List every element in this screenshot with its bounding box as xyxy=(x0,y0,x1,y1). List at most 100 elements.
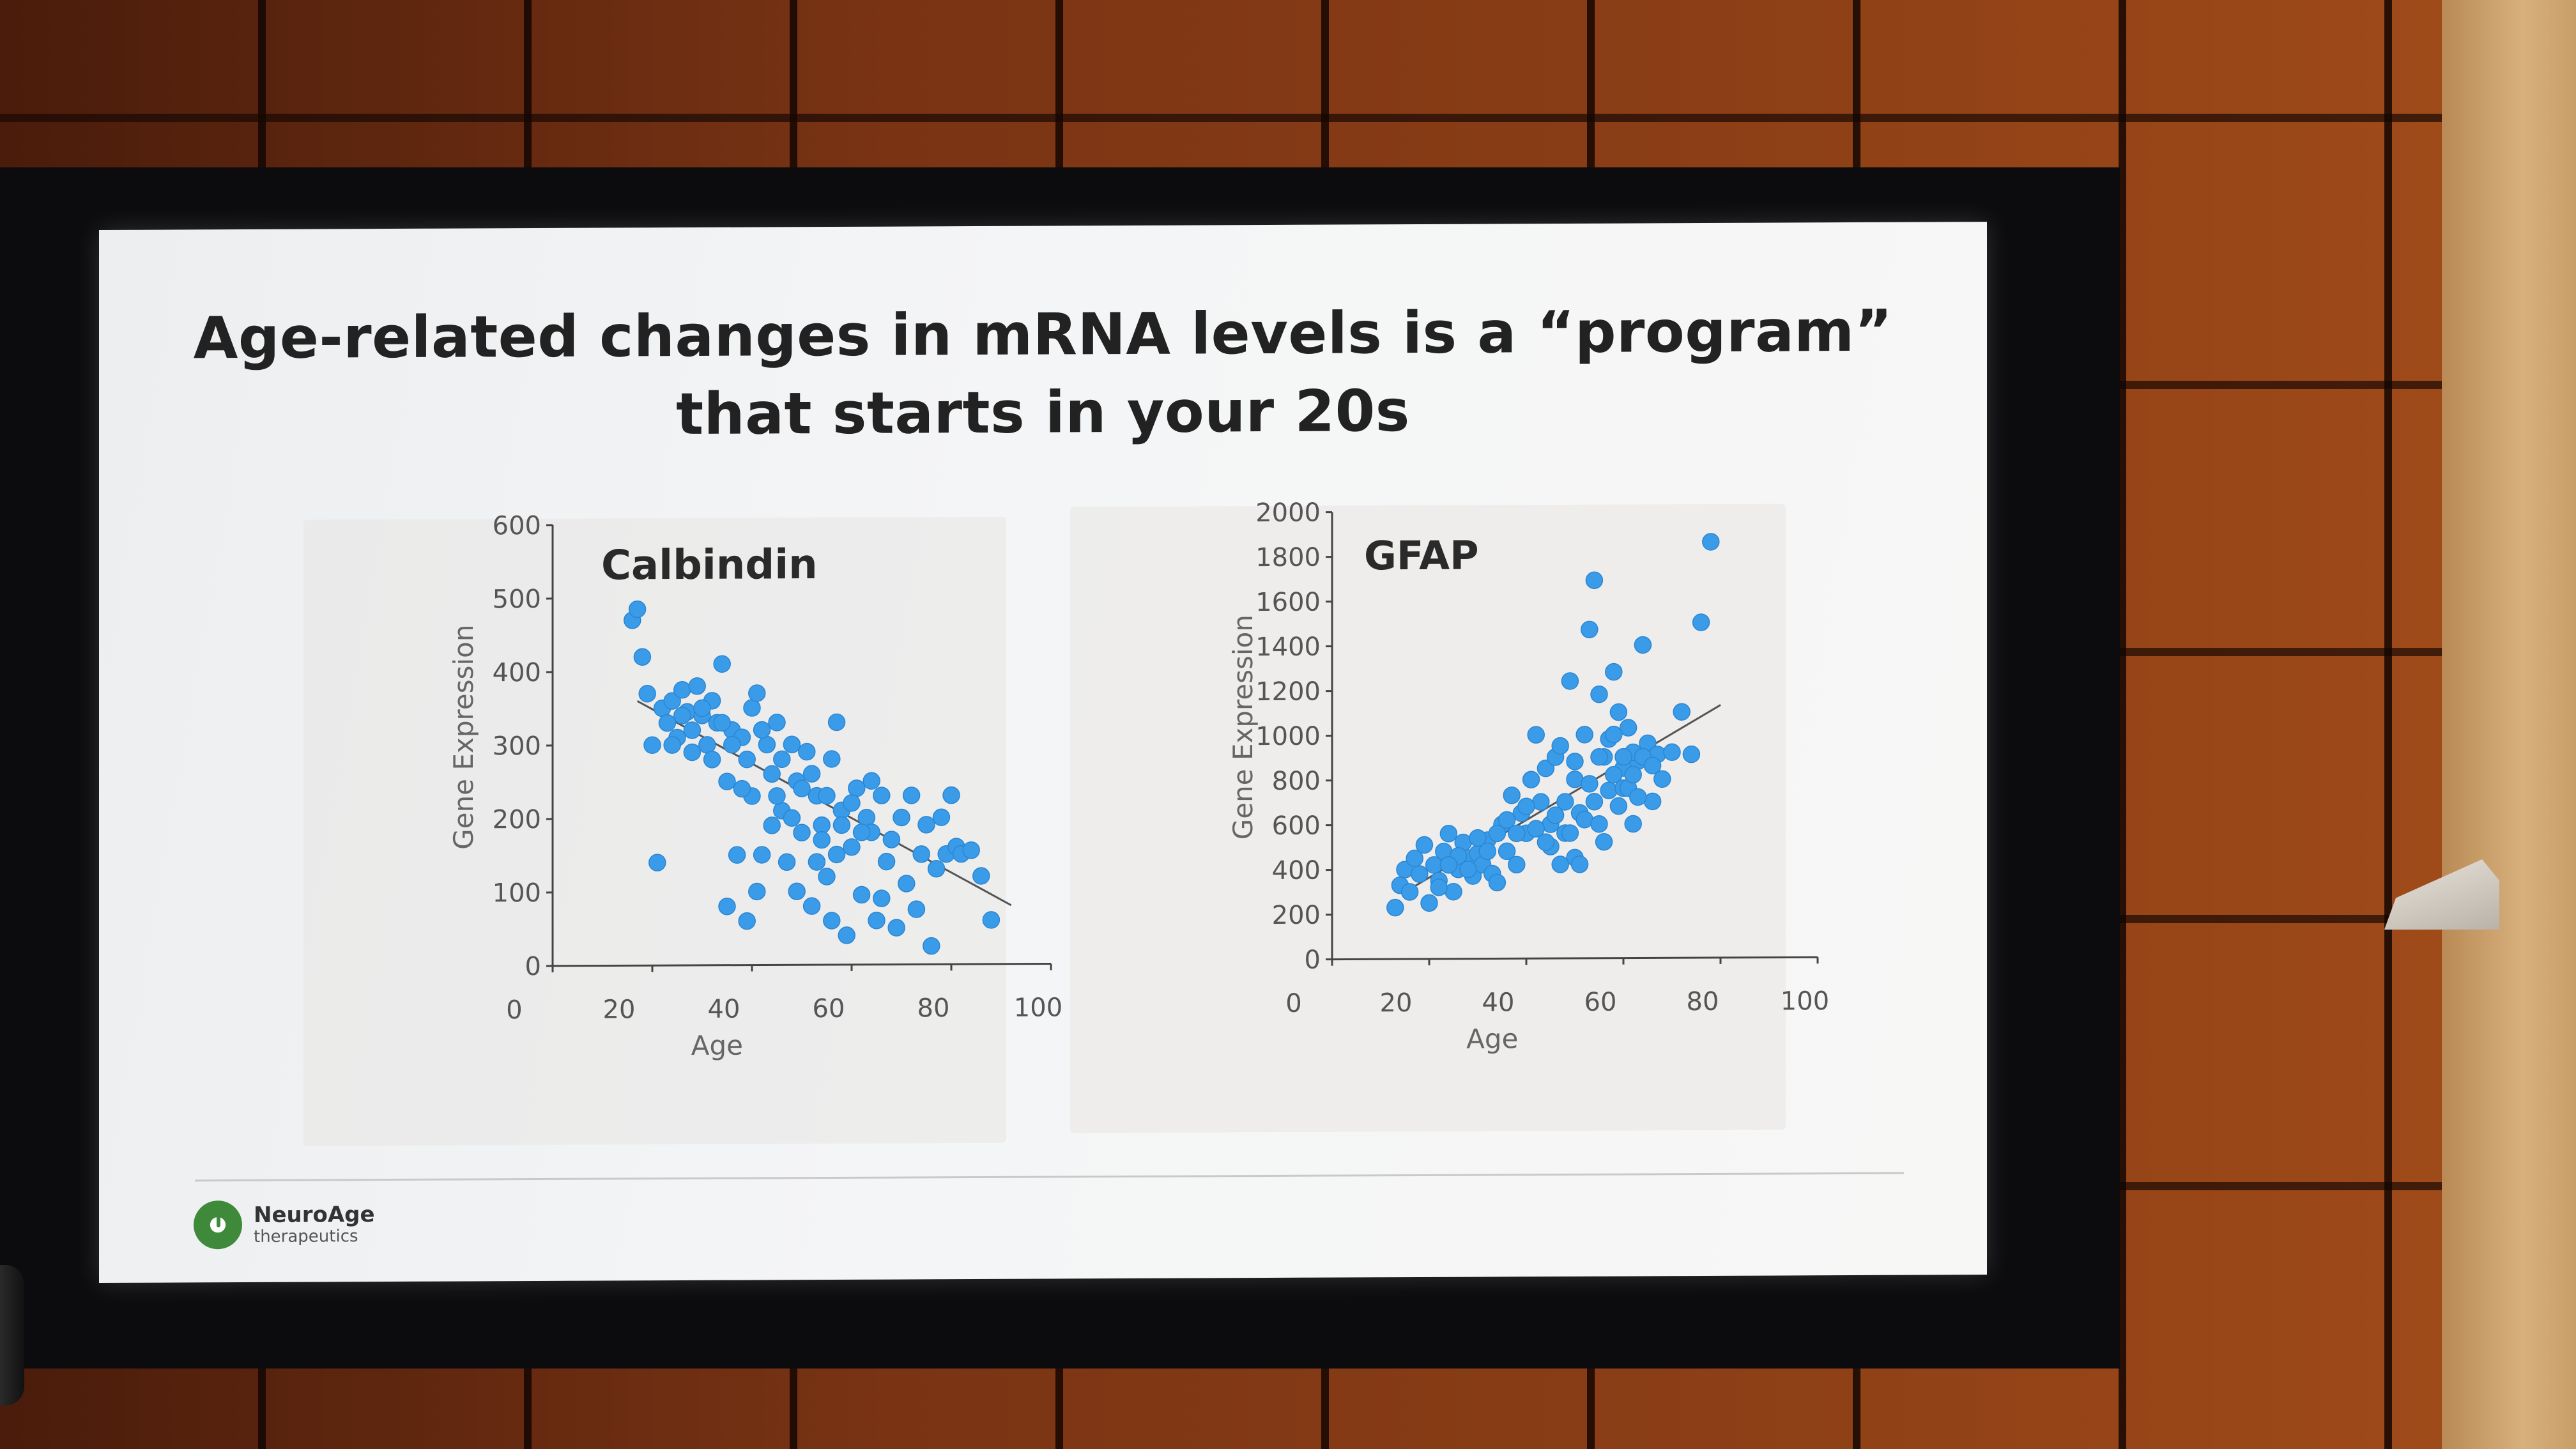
data-point xyxy=(1532,793,1550,811)
data-point xyxy=(1590,748,1608,766)
data-point xyxy=(1488,824,1506,843)
data-point xyxy=(927,860,946,878)
data-point xyxy=(793,779,811,797)
data-point xyxy=(658,714,677,732)
data-point xyxy=(753,846,771,864)
data-point xyxy=(1478,842,1496,861)
data-point xyxy=(1702,533,1720,551)
data-point xyxy=(773,750,791,769)
data-point xyxy=(743,699,761,717)
data-point xyxy=(1581,775,1598,793)
calbindin-scatter-chart: 0 100 200 300 400 500 600 0 20 40 60 80 100 Age Gene E… xyxy=(448,511,1062,1061)
data-point xyxy=(1537,833,1555,851)
y-tick-label: 500 xyxy=(493,585,541,614)
data-point xyxy=(1570,855,1589,873)
data-point xyxy=(1439,856,1458,874)
data-point xyxy=(1595,832,1613,851)
logo-subtitle: therapeutics xyxy=(254,1227,358,1246)
data-point xyxy=(1624,815,1642,833)
data-point xyxy=(748,684,766,702)
data-point xyxy=(1643,756,1662,775)
data-point xyxy=(832,816,851,834)
y-tick-label: 0 xyxy=(1305,946,1321,975)
data-point xyxy=(663,692,681,710)
data-point xyxy=(1692,613,1710,631)
data-point xyxy=(638,685,656,703)
data-point xyxy=(893,808,910,827)
data-point xyxy=(1561,672,1579,690)
data-point xyxy=(852,824,871,841)
data-point xyxy=(1575,811,1593,829)
data-point xyxy=(753,721,771,739)
data-point xyxy=(738,750,756,769)
y-tick-label: 100 xyxy=(493,878,541,908)
x-tick-label: 100 xyxy=(1014,993,1062,1022)
y-axis-label: Gene Expression xyxy=(448,625,479,850)
data-point xyxy=(1411,865,1429,883)
data-point xyxy=(763,816,781,834)
x-tick-label: 0 xyxy=(1285,989,1301,1018)
data-point xyxy=(1527,820,1545,838)
data-point xyxy=(852,885,871,904)
data-point xyxy=(1537,759,1555,778)
y-tick-label: 600 xyxy=(1272,811,1321,841)
data-point xyxy=(698,736,716,754)
chart-title: Calbindin xyxy=(601,541,818,589)
y-tick-label: 1200 xyxy=(1255,677,1321,707)
data-point xyxy=(932,808,951,826)
data-point xyxy=(823,912,841,930)
data-point xyxy=(902,786,921,804)
data-point xyxy=(643,736,661,754)
data-point xyxy=(1498,842,1516,861)
data-point xyxy=(663,736,681,754)
data-point xyxy=(788,882,806,900)
data-point xyxy=(683,721,702,739)
neuroage-logo-icon xyxy=(194,1200,242,1250)
y-tick-label: 1800 xyxy=(1255,543,1321,572)
data-point xyxy=(1653,770,1671,788)
y-tick-label: 800 xyxy=(1272,767,1321,796)
y-tick-label: 400 xyxy=(1272,856,1321,885)
x-tick-label: 40 xyxy=(708,995,740,1024)
data-point xyxy=(688,677,706,695)
x-tick-label: 60 xyxy=(813,994,845,1023)
data-point xyxy=(718,897,736,916)
x-axis-label: Age xyxy=(691,1030,743,1061)
y-tick-label: 1000 xyxy=(1255,722,1321,751)
data-point xyxy=(748,882,766,901)
data-point xyxy=(758,735,776,754)
data-point xyxy=(763,765,781,783)
data-point xyxy=(898,875,916,893)
data-point xyxy=(873,786,891,804)
chart-title: GFAP xyxy=(1364,532,1479,579)
data-point xyxy=(713,655,731,673)
data-point xyxy=(713,714,731,732)
data-point xyxy=(703,751,721,769)
data-point xyxy=(1400,883,1419,901)
y-tick-label: 200 xyxy=(1272,901,1321,930)
data-point xyxy=(1551,737,1569,755)
data-point xyxy=(1585,571,1604,590)
presenter-silhouette xyxy=(0,1265,24,1406)
x-tick-label: 40 xyxy=(1482,988,1515,1017)
data-point xyxy=(673,707,691,724)
x-axis-label: Age xyxy=(1466,1023,1518,1054)
data-point xyxy=(1673,703,1690,721)
data-point xyxy=(808,853,826,871)
data-point xyxy=(1445,882,1462,901)
data-point xyxy=(1605,725,1623,744)
y-axis-label: Gene Expression xyxy=(1227,615,1259,839)
data-point xyxy=(1614,747,1632,766)
neuroage-logo: NeuroAge therapeutics xyxy=(194,1200,375,1250)
y-tick-label: 400 xyxy=(493,658,541,687)
data-point xyxy=(718,772,736,790)
data-point xyxy=(1581,620,1598,639)
data-point xyxy=(868,911,885,930)
data-point xyxy=(1619,719,1637,737)
data-point xyxy=(1629,788,1647,806)
x-axis-line xyxy=(1332,956,1818,961)
y-tick-label: 2000 xyxy=(1255,498,1321,528)
data-point xyxy=(1609,703,1628,721)
data-point xyxy=(1561,824,1579,842)
data-point xyxy=(882,831,901,848)
